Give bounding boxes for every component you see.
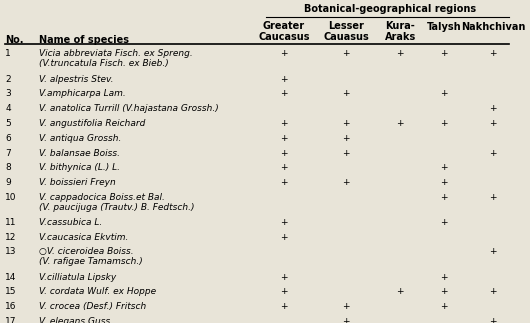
Text: +: + xyxy=(440,273,448,282)
Text: Botanical-geographical regions: Botanical-geographical regions xyxy=(304,4,476,14)
Text: V. elegans Guss.: V. elegans Guss. xyxy=(39,317,113,323)
Text: V. balansae Boiss.: V. balansae Boiss. xyxy=(39,149,120,158)
Text: 14: 14 xyxy=(5,273,16,282)
Text: V.cassubica L.: V.cassubica L. xyxy=(39,218,102,227)
Text: +: + xyxy=(280,218,288,227)
Text: 3: 3 xyxy=(5,89,11,99)
Text: Greater: Greater xyxy=(263,21,305,31)
Text: +: + xyxy=(440,178,448,187)
Text: +: + xyxy=(396,119,404,128)
Text: 7: 7 xyxy=(5,149,11,158)
Text: +: + xyxy=(342,119,350,128)
Text: +: + xyxy=(280,178,288,187)
Text: V.caucasica Ekvtim.: V.caucasica Ekvtim. xyxy=(39,233,128,242)
Text: Caucasus: Caucasus xyxy=(258,32,310,42)
Text: V. boissieri Freyn: V. boissieri Freyn xyxy=(39,178,116,187)
Text: Lesser: Lesser xyxy=(328,21,364,31)
Text: +: + xyxy=(342,317,350,323)
Text: 11: 11 xyxy=(5,218,16,227)
Text: 5: 5 xyxy=(5,119,11,128)
Text: (V. paucijuga (Trautv.) B. Fedtsch.): (V. paucijuga (Trautv.) B. Fedtsch.) xyxy=(39,203,194,212)
Text: Vicia abbreviata Fisch. ex Spreng.: Vicia abbreviata Fisch. ex Spreng. xyxy=(39,49,192,58)
Text: V. angustifolia Reichard: V. angustifolia Reichard xyxy=(39,119,145,128)
Text: (V.truncatula Fisch. ex Bieb.): (V.truncatula Fisch. ex Bieb.) xyxy=(39,59,169,68)
Text: V. cordata Wulf. ex Hoppe: V. cordata Wulf. ex Hoppe xyxy=(39,287,156,297)
Text: +: + xyxy=(280,119,288,128)
Text: +: + xyxy=(440,287,448,297)
Text: V. anatolica Turrill (V.hajastana Grossh.): V. anatolica Turrill (V.hajastana Grossh… xyxy=(39,104,218,113)
Text: +: + xyxy=(396,49,404,58)
Text: +: + xyxy=(280,273,288,282)
Text: Kura-: Kura- xyxy=(385,21,415,31)
Text: +: + xyxy=(396,287,404,297)
Text: +: + xyxy=(342,49,350,58)
Text: 2: 2 xyxy=(5,75,11,84)
Text: V. cappadocica Boiss.et Bal.: V. cappadocica Boiss.et Bal. xyxy=(39,193,165,202)
Text: +: + xyxy=(440,89,448,99)
Text: +: + xyxy=(489,149,497,158)
Text: +: + xyxy=(440,302,448,311)
Text: +: + xyxy=(342,149,350,158)
Text: +: + xyxy=(489,49,497,58)
Text: (V. rafigae Tamamsch.): (V. rafigae Tamamsch.) xyxy=(39,257,143,266)
Text: +: + xyxy=(489,119,497,128)
Text: V. alpestris Stev.: V. alpestris Stev. xyxy=(39,75,113,84)
Text: +: + xyxy=(440,218,448,227)
Text: +: + xyxy=(280,233,288,242)
Text: +: + xyxy=(342,178,350,187)
Text: Nakhchivan: Nakhchivan xyxy=(461,22,525,32)
Text: +: + xyxy=(489,287,497,297)
Text: +: + xyxy=(280,75,288,84)
Text: +: + xyxy=(342,89,350,99)
Text: 10: 10 xyxy=(5,193,16,202)
Text: Araks: Araks xyxy=(384,32,416,42)
Text: +: + xyxy=(280,49,288,58)
Text: Cauasus: Cauasus xyxy=(323,32,369,42)
Text: +: + xyxy=(489,247,497,256)
Text: +: + xyxy=(440,49,448,58)
Text: Name of species: Name of species xyxy=(39,35,129,45)
Text: 8: 8 xyxy=(5,163,11,172)
Text: +: + xyxy=(440,119,448,128)
Text: ○V. ciceroidea Boiss.: ○V. ciceroidea Boiss. xyxy=(39,247,134,256)
Text: 12: 12 xyxy=(5,233,16,242)
Text: +: + xyxy=(342,134,350,143)
Text: 9: 9 xyxy=(5,178,11,187)
Text: +: + xyxy=(489,317,497,323)
Text: No.: No. xyxy=(5,35,24,45)
Text: V.cilliatula Lipsky: V.cilliatula Lipsky xyxy=(39,273,116,282)
Text: 1: 1 xyxy=(5,49,11,58)
Text: +: + xyxy=(280,89,288,99)
Text: V. antiqua Grossh.: V. antiqua Grossh. xyxy=(39,134,121,143)
Text: +: + xyxy=(440,163,448,172)
Text: +: + xyxy=(489,104,497,113)
Text: +: + xyxy=(280,134,288,143)
Text: +: + xyxy=(280,302,288,311)
Text: V. bithynica (L.) L.: V. bithynica (L.) L. xyxy=(39,163,120,172)
Text: +: + xyxy=(342,302,350,311)
Text: +: + xyxy=(280,287,288,297)
Text: V.amphicarpa Lam.: V.amphicarpa Lam. xyxy=(39,89,126,99)
Text: +: + xyxy=(489,193,497,202)
Text: +: + xyxy=(280,163,288,172)
Text: +: + xyxy=(440,193,448,202)
Text: 6: 6 xyxy=(5,134,11,143)
Text: 4: 4 xyxy=(5,104,11,113)
Text: 17: 17 xyxy=(5,317,16,323)
Text: Talysh: Talysh xyxy=(427,22,461,32)
Text: 15: 15 xyxy=(5,287,16,297)
Text: +: + xyxy=(280,149,288,158)
Text: 13: 13 xyxy=(5,247,16,256)
Text: 16: 16 xyxy=(5,302,16,311)
Text: V. crocea (Desf.) Fritsch: V. crocea (Desf.) Fritsch xyxy=(39,302,146,311)
